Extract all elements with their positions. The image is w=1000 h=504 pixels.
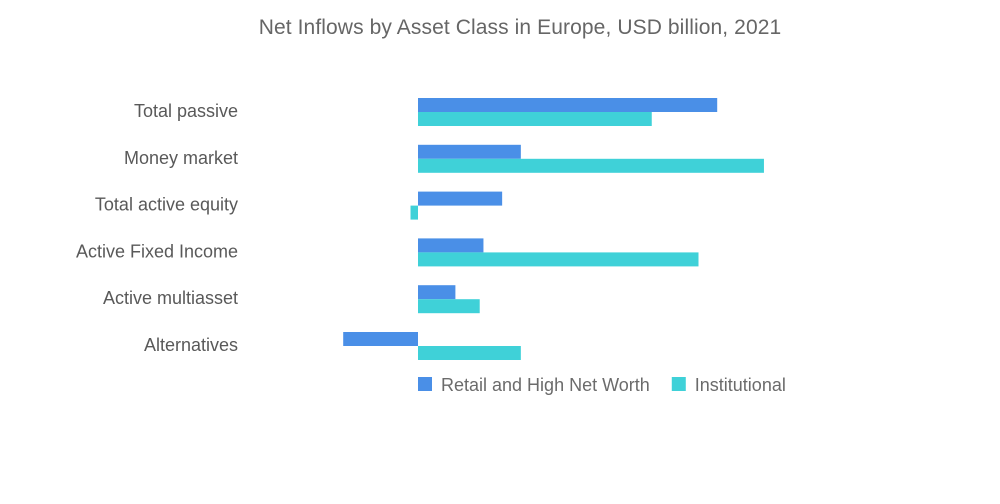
category-label-active-multiasset: Active multiasset [103,288,238,308]
legend-swatch-retail-and-high-net-worth [418,377,432,391]
bar-total-passive-retail-and-high-net-worth [418,98,718,112]
bar-money-market-retail-and-high-net-worth [418,144,521,159]
category-labels: Total passive Money market Total active eq… [76,101,238,355]
bar-total-active-equity-retail-and-high-net-worth [418,191,503,206]
category-label-active-fixed-income: Active Fixed Income [76,241,238,261]
legend-label-institutional: Institutional [695,375,786,395]
bar-total-passive-institutional [418,112,652,126]
bar-alternatives-retail-and-high-net-worth [343,332,418,346]
bar-active-fixed-income-retail-and-high-net-worth [418,238,484,253]
legend-swatch-institutional [671,377,686,391]
category-label-total-active-equity: Total active equity [95,195,238,215]
legend-label-retail-and-high-net-worth: Retail and High Net Worth [441,375,650,395]
bar-active-multiasset-institutional [418,299,480,314]
bar-alternatives-institutional [418,346,521,360]
category-label-money-market: Money market [124,148,238,168]
bar-money-market-institutional [418,158,764,173]
bars [343,98,764,360]
chart-title: Net Inflows by Asset Class in Europe, US… [258,16,782,39]
bar-total-active-equity-institutional [410,205,418,220]
category-label-total-passive: Total passive [134,101,238,121]
legend: Retail and High Net Worth Institutional [418,375,786,395]
bar-active-multiasset-retail-and-high-net-worth [418,285,456,300]
category-label-alternatives: Alternatives [144,335,238,355]
bar-active-fixed-income-institutional [418,252,699,267]
